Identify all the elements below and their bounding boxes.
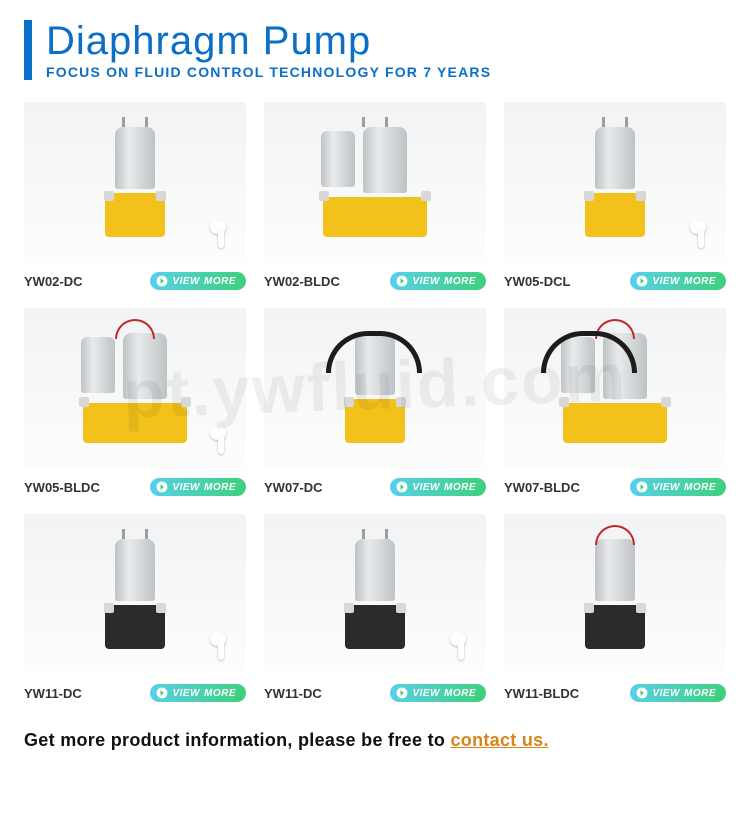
- view-label-strong: MORE: [204, 276, 236, 287]
- arrow-circle-icon: [636, 275, 648, 287]
- product-card: YW11-DC VIEW MORE: [264, 514, 486, 702]
- arrow-circle-icon: [156, 481, 168, 493]
- product-card: YW05-BLDC VIEW MORE: [24, 308, 246, 496]
- view-label-prefix: VIEW: [652, 276, 680, 287]
- card-footer: YW02-DC VIEW MORE: [24, 272, 246, 290]
- product-thumbnail[interactable]: [24, 308, 246, 468]
- product-model: YW05-BLDC: [24, 480, 100, 495]
- page-subtitle: FOCUS ON FLUID CONTROL TECHNOLOGY FOR 7 …: [46, 64, 726, 80]
- view-label-prefix: VIEW: [412, 482, 440, 493]
- card-footer: YW11-DC VIEW MORE: [264, 684, 486, 702]
- earbud-scale-ref: [210, 632, 230, 660]
- view-more-button[interactable]: VIEW MORE: [150, 272, 246, 290]
- arrow-circle-icon: [396, 687, 408, 699]
- card-footer: YW05-DCL VIEW MORE: [504, 272, 726, 290]
- view-more-button[interactable]: VIEW MORE: [390, 478, 486, 496]
- product-thumbnail[interactable]: [24, 514, 246, 674]
- view-label-prefix: VIEW: [172, 482, 200, 493]
- card-footer: YW02-BLDC VIEW MORE: [264, 272, 486, 290]
- page-title: Diaphragm Pump: [46, 20, 726, 62]
- card-footer: YW11-DC VIEW MORE: [24, 684, 246, 702]
- view-label-strong: MORE: [684, 688, 716, 699]
- arrow-circle-icon: [396, 481, 408, 493]
- view-label-strong: MORE: [684, 276, 716, 287]
- product-grid: YW02-DCVIEW MOREYW02-BLDCVIEW MOREYW05-D…: [24, 102, 726, 702]
- contact-link[interactable]: contact us.: [450, 730, 548, 750]
- pump-illustration: [315, 127, 435, 237]
- arrow-circle-icon: [156, 687, 168, 699]
- product-card: YW11-BLDC VIEW MORE: [504, 514, 726, 702]
- product-model: YW11-DC: [24, 686, 82, 701]
- pump-illustration: [75, 333, 195, 443]
- product-model: YW07-BLDC: [504, 480, 580, 495]
- product-model: YW05-DCL: [504, 274, 570, 289]
- product-model: YW02-BLDC: [264, 274, 340, 289]
- card-footer: YW07-DC VIEW MORE: [264, 478, 486, 496]
- view-label-strong: MORE: [684, 482, 716, 493]
- view-label-strong: MORE: [444, 276, 476, 287]
- arrow-circle-icon: [396, 275, 408, 287]
- view-label-prefix: VIEW: [412, 276, 440, 287]
- view-label-prefix: VIEW: [652, 482, 680, 493]
- earbud-scale-ref: [210, 220, 230, 248]
- product-model: YW11-BLDC: [504, 686, 579, 701]
- page-header: Diaphragm Pump FOCUS ON FLUID CONTROL TE…: [24, 20, 726, 80]
- product-card: YW11-DC VIEW MORE: [24, 514, 246, 702]
- pump-illustration: [100, 127, 170, 237]
- view-more-button[interactable]: VIEW MORE: [150, 684, 246, 702]
- arrow-circle-icon: [156, 275, 168, 287]
- view-label-strong: MORE: [444, 482, 476, 493]
- view-more-button[interactable]: VIEW MORE: [630, 478, 726, 496]
- product-thumbnail[interactable]: [504, 102, 726, 262]
- product-model: YW07-DC: [264, 480, 323, 495]
- product-card: YW02-DC VIEW MORE: [24, 102, 246, 290]
- product-card: YW02-BLDC VIEW MORE: [264, 102, 486, 290]
- pump-illustration: [100, 539, 170, 649]
- view-more-button[interactable]: VIEW MORE: [390, 272, 486, 290]
- view-more-button[interactable]: VIEW MORE: [150, 478, 246, 496]
- footer-cta: Get more product information, please be …: [24, 730, 726, 751]
- product-thumbnail[interactable]: [504, 514, 726, 674]
- product-thumbnail[interactable]: [264, 308, 486, 468]
- product-card: YW05-DCL VIEW MORE: [504, 102, 726, 290]
- footer-text: Get more product information, please be …: [24, 730, 450, 750]
- product-thumbnail[interactable]: [24, 102, 246, 262]
- view-more-button[interactable]: VIEW MORE: [630, 684, 726, 702]
- pump-illustration: [340, 333, 410, 443]
- product-thumbnail[interactable]: [264, 514, 486, 674]
- earbud-scale-ref: [210, 426, 230, 454]
- pump-illustration: [580, 539, 650, 649]
- view-more-button[interactable]: VIEW MORE: [630, 272, 726, 290]
- product-thumbnail[interactable]: [264, 102, 486, 262]
- earbud-scale-ref: [450, 632, 470, 660]
- view-label-prefix: VIEW: [172, 276, 200, 287]
- view-label-prefix: VIEW: [412, 688, 440, 699]
- view-label-strong: MORE: [204, 482, 236, 493]
- earbud-scale-ref: [690, 220, 710, 248]
- view-label-prefix: VIEW: [172, 688, 200, 699]
- product-card: YW07-DC VIEW MORE: [264, 308, 486, 496]
- view-label-strong: MORE: [444, 688, 476, 699]
- product-card: YW07-BLDC VIEW MORE: [504, 308, 726, 496]
- arrow-circle-icon: [636, 481, 648, 493]
- pump-illustration: [340, 539, 410, 649]
- view-label-prefix: VIEW: [652, 688, 680, 699]
- card-footer: YW05-BLDC VIEW MORE: [24, 478, 246, 496]
- page-container: Diaphragm Pump FOCUS ON FLUID CONTROL TE…: [0, 0, 750, 771]
- card-footer: YW07-BLDC VIEW MORE: [504, 478, 726, 496]
- view-label-strong: MORE: [204, 688, 236, 699]
- pump-illustration: [555, 333, 675, 443]
- product-model: YW11-DC: [264, 686, 322, 701]
- arrow-circle-icon: [636, 687, 648, 699]
- pump-illustration: [580, 127, 650, 237]
- product-thumbnail[interactable]: [504, 308, 726, 468]
- product-model: YW02-DC: [24, 274, 83, 289]
- view-more-button[interactable]: VIEW MORE: [390, 684, 486, 702]
- card-footer: YW11-BLDC VIEW MORE: [504, 684, 726, 702]
